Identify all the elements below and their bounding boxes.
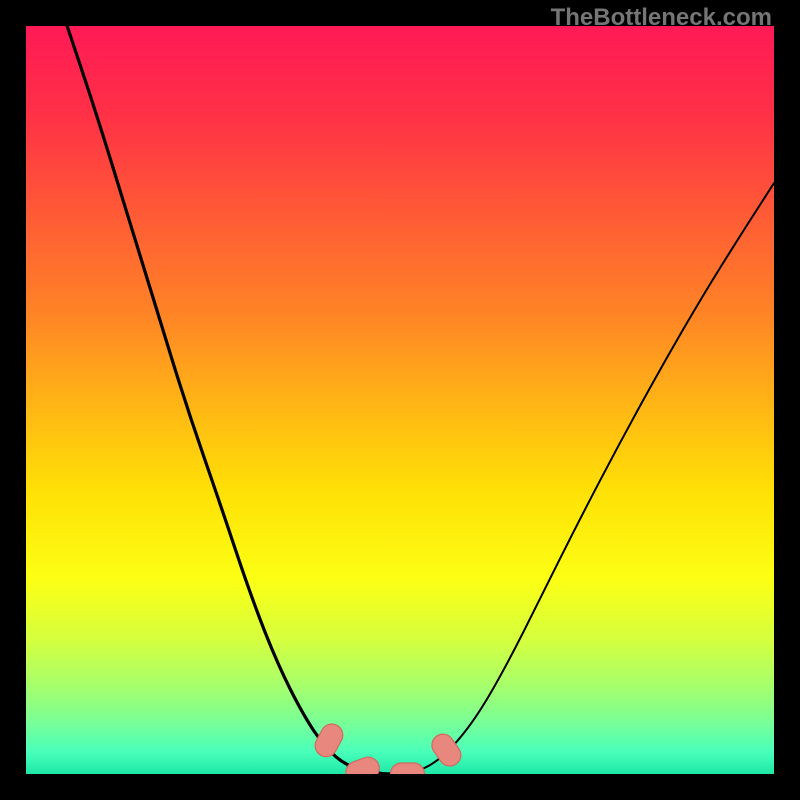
chart-container: TheBottleneck.com	[0, 0, 800, 800]
gradient-background	[26, 26, 774, 774]
plot-area	[26, 26, 774, 774]
curve-marker	[390, 763, 424, 774]
bottleneck-curve-chart	[26, 26, 774, 774]
watermark-text: TheBottleneck.com	[551, 4, 772, 32]
